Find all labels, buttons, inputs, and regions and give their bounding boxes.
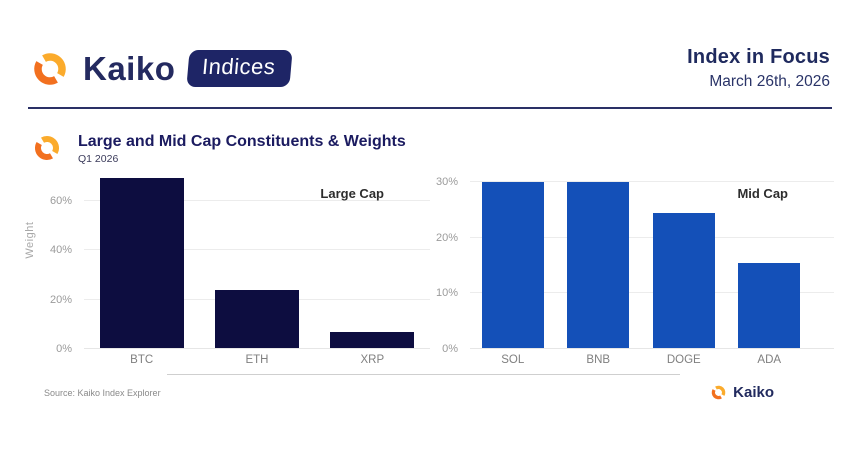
chart-subtitle: Q1 2026 — [78, 153, 119, 165]
bar-slot — [84, 171, 199, 349]
gridline — [84, 199, 430, 201]
indices-badge: Indices — [186, 50, 294, 87]
chart-annotation-mid-cap: Mid Cap — [737, 186, 788, 201]
bar-sol — [481, 182, 544, 349]
footer: Source: Kaiko Index Explorer Kaiko — [0, 375, 860, 401]
chart-header: Large and Mid Cap Constituents & Weights… — [0, 109, 860, 167]
kaiko-icon — [711, 385, 726, 400]
page-date: March 26th, 2026 — [709, 73, 830, 90]
gridline — [470, 236, 834, 238]
large-cap-x-labels: BTC ETH XRP — [84, 354, 430, 366]
gridline — [470, 292, 834, 294]
bar-ada — [738, 262, 801, 349]
y-tick-label: 60% — [49, 194, 72, 207]
y-tick-label: 40% — [49, 244, 72, 257]
x-tick-label: ADA — [757, 354, 782, 366]
header-divider — [28, 107, 832, 109]
brand-text: Kaiko — [83, 49, 176, 87]
bar-doge — [652, 212, 715, 349]
bar-eth — [214, 289, 300, 349]
chart-title: Large and Mid Cap Constituents & Weights — [78, 133, 406, 150]
bar-slot — [315, 171, 430, 349]
bar-slot — [470, 171, 556, 349]
page-title: Index in Focus — [687, 46, 830, 68]
mid-cap-bars — [470, 171, 834, 349]
large-cap-y-axis: 0% 20% 40% 60% — [36, 171, 78, 355]
y-tick-label: 20% — [435, 231, 458, 244]
mid-cap-plot: 0% 10% 20% 30% Mid Cap — [436, 171, 834, 355]
bar-xrp — [330, 331, 415, 349]
x-tick-label: BTC — [130, 354, 154, 366]
x-tick-label: SOL — [501, 354, 525, 366]
bar-slot — [556, 171, 642, 349]
mid-cap-x-labels: SOL BNB DOGE ADA — [470, 354, 834, 366]
bar-btc — [99, 178, 184, 349]
source-text: Source: Kaiko Index Explorer — [44, 387, 161, 398]
bar-slot — [727, 171, 813, 349]
bar-slot — [641, 171, 727, 349]
chart-large-cap: 0% 20% 40% 60% Large Cap BTC ETH XRP Weight — [24, 171, 430, 366]
header-title-block: Index in Focus March 26th, 2026 — [687, 46, 830, 91]
brand-logo: Kaiko Indices — [30, 49, 294, 89]
large-cap-bars — [84, 171, 430, 349]
footer-brand-text: Kaiko — [733, 384, 774, 401]
y-tick-label: 0% — [442, 343, 458, 355]
large-cap-plot: 0% 20% 40% 60% Large Cap — [50, 171, 430, 355]
gridline — [84, 249, 430, 251]
x-tick-label: ETH — [245, 354, 269, 366]
x-tick-label: XRP — [360, 354, 385, 366]
chart-mid-cap: 0% 10% 20% 30% Mid Cap SOL BNB DOGE ADA — [430, 171, 834, 366]
chart-annotation-large-cap: Large Cap — [320, 186, 384, 201]
x-tick-label: BNB — [586, 354, 611, 366]
y-tick-label: 20% — [49, 293, 72, 306]
y-tick-label: 0% — [56, 343, 72, 355]
x-tick-label: DOGE — [666, 354, 701, 366]
header: Kaiko Indices Index in Focus March 26th,… — [0, 0, 860, 107]
bar-bnb — [567, 182, 630, 349]
kaiko-icon — [34, 52, 66, 85]
y-axis-title: Weight — [24, 221, 36, 259]
kaiko-icon — [35, 136, 59, 160]
footer-divider — [167, 374, 680, 375]
bar-slot — [199, 171, 314, 349]
x-axis-line — [470, 348, 834, 349]
gridline — [470, 181, 834, 183]
footer-logo: Kaiko — [710, 384, 774, 401]
y-tick-label: 10% — [435, 287, 458, 300]
mid-cap-y-axis: 0% 10% 20% 30% — [422, 171, 464, 355]
charts-row: 0% 20% 40% 60% Large Cap BTC ETH XRP Weight 0… — [0, 171, 860, 366]
x-axis-line — [84, 348, 430, 349]
y-tick-label: 30% — [435, 176, 458, 189]
